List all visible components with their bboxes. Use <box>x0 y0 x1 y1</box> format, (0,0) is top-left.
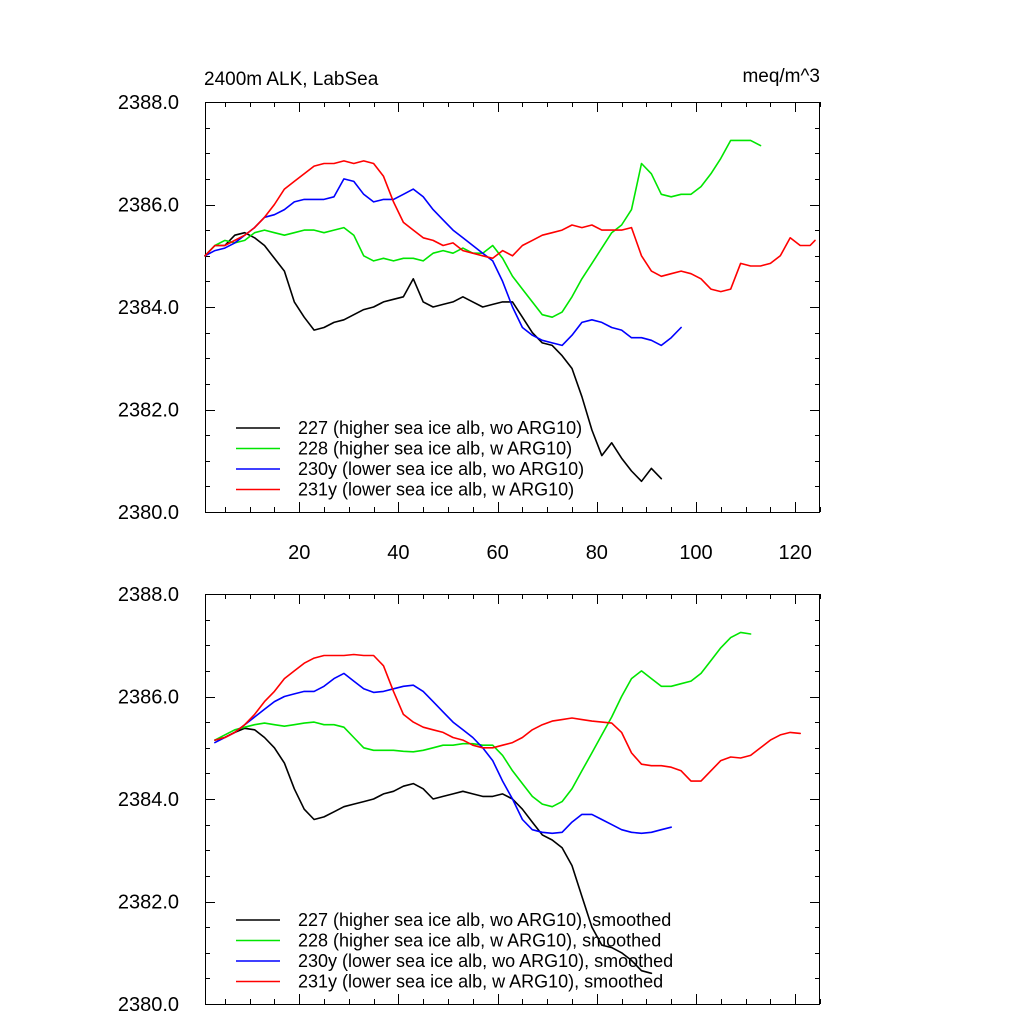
top-series-line-4 <box>204 160 816 293</box>
top-chart-x-tick-labels: 20 40 60 80 100 120 <box>288 542 812 564</box>
top-chart-title: 2400m ALK, LabSea <box>204 69 379 90</box>
bottom-series-line-4 <box>214 653 802 782</box>
top-series-line-2 <box>204 139 762 319</box>
bottom-y-tick-label: 2382.0 <box>118 892 179 914</box>
bottom-series-line-2 <box>214 631 752 808</box>
top-x-tick-label: 60 <box>486 542 508 564</box>
bottom-y-tick-label: 2388.0 <box>118 584 179 606</box>
bottom-series-line-1 <box>214 727 653 975</box>
top-x-tick-label: 20 <box>288 542 310 564</box>
top-series-line-1 <box>204 231 663 483</box>
bottom-chart-ticks <box>205 594 821 1005</box>
top-legend-label-2: 228 (higher sea ice alb, w ARG10) <box>298 439 572 459</box>
bottom-series-line-3 <box>214 672 673 835</box>
bottom-legend-label-4: 231y (lower sea ice alb, w ARG10), smoot… <box>298 972 663 992</box>
bottom-chart-legend: 227 (higher sea ice alb, wo ARG10), smoo… <box>236 910 673 992</box>
top-x-tick-label: 120 <box>779 542 812 564</box>
top-chart-panel: 2400m ALK, LabSea meq/m^3 2380.02382.023… <box>118 66 821 564</box>
bottom-chart-y-tick-labels: 2380.0 2382.0 2384.0 2386.0 2388.0 <box>118 584 179 1016</box>
top-chart-y-tick-labels: 2380.0 2382.0 2384.0 2386.0 2388.0 <box>118 92 179 524</box>
top-series-line-3 <box>204 178 682 347</box>
top-y-tick-label: 2388.0 <box>118 92 179 114</box>
bottom-y-tick-label: 2384.0 <box>118 789 179 811</box>
top-chart-ticks <box>205 102 821 513</box>
top-legend-label-4: 231y (lower sea ice alb, w ARG10) <box>298 480 574 500</box>
bottom-y-tick-label: 2380.0 <box>118 994 179 1016</box>
bottom-legend-label-2: 228 (higher sea ice alb, w ARG10), smoot… <box>298 931 661 951</box>
bottom-chart-panel: 2380.0 2382.0 2384.0 2386.0 2388.0 227 (high… <box>118 584 821 1016</box>
top-y-tick-label: 2386.0 <box>118 195 179 217</box>
top-x-tick-label: 40 <box>387 542 409 564</box>
top-y-tick-label: 2380.0 <box>118 502 179 524</box>
top-chart-series <box>204 139 816 483</box>
top-chart-legend: 227 (higher sea ice alb, wo ARG10)228 (h… <box>236 418 584 500</box>
top-y-tick-label: 2382.0 <box>118 400 179 422</box>
bottom-y-tick-label: 2386.0 <box>118 687 179 709</box>
top-legend-label-1: 227 (higher sea ice alb, wo ARG10) <box>298 418 582 438</box>
bottom-legend-label-1: 227 (higher sea ice alb, wo ARG10), smoo… <box>298 910 671 930</box>
bottom-legend-label-3: 230y (lower sea ice alb, wo ARG10), smoo… <box>298 951 673 971</box>
top-x-tick-label: 100 <box>679 542 712 564</box>
top-y-tick-label: 2384.0 <box>118 297 179 319</box>
bottom-chart-series <box>214 631 802 975</box>
top-chart-units: meq/m^3 <box>742 66 820 87</box>
top-legend-label-3: 230y (lower sea ice alb, wo ARG10) <box>298 459 584 479</box>
top-x-tick-label: 80 <box>586 542 608 564</box>
